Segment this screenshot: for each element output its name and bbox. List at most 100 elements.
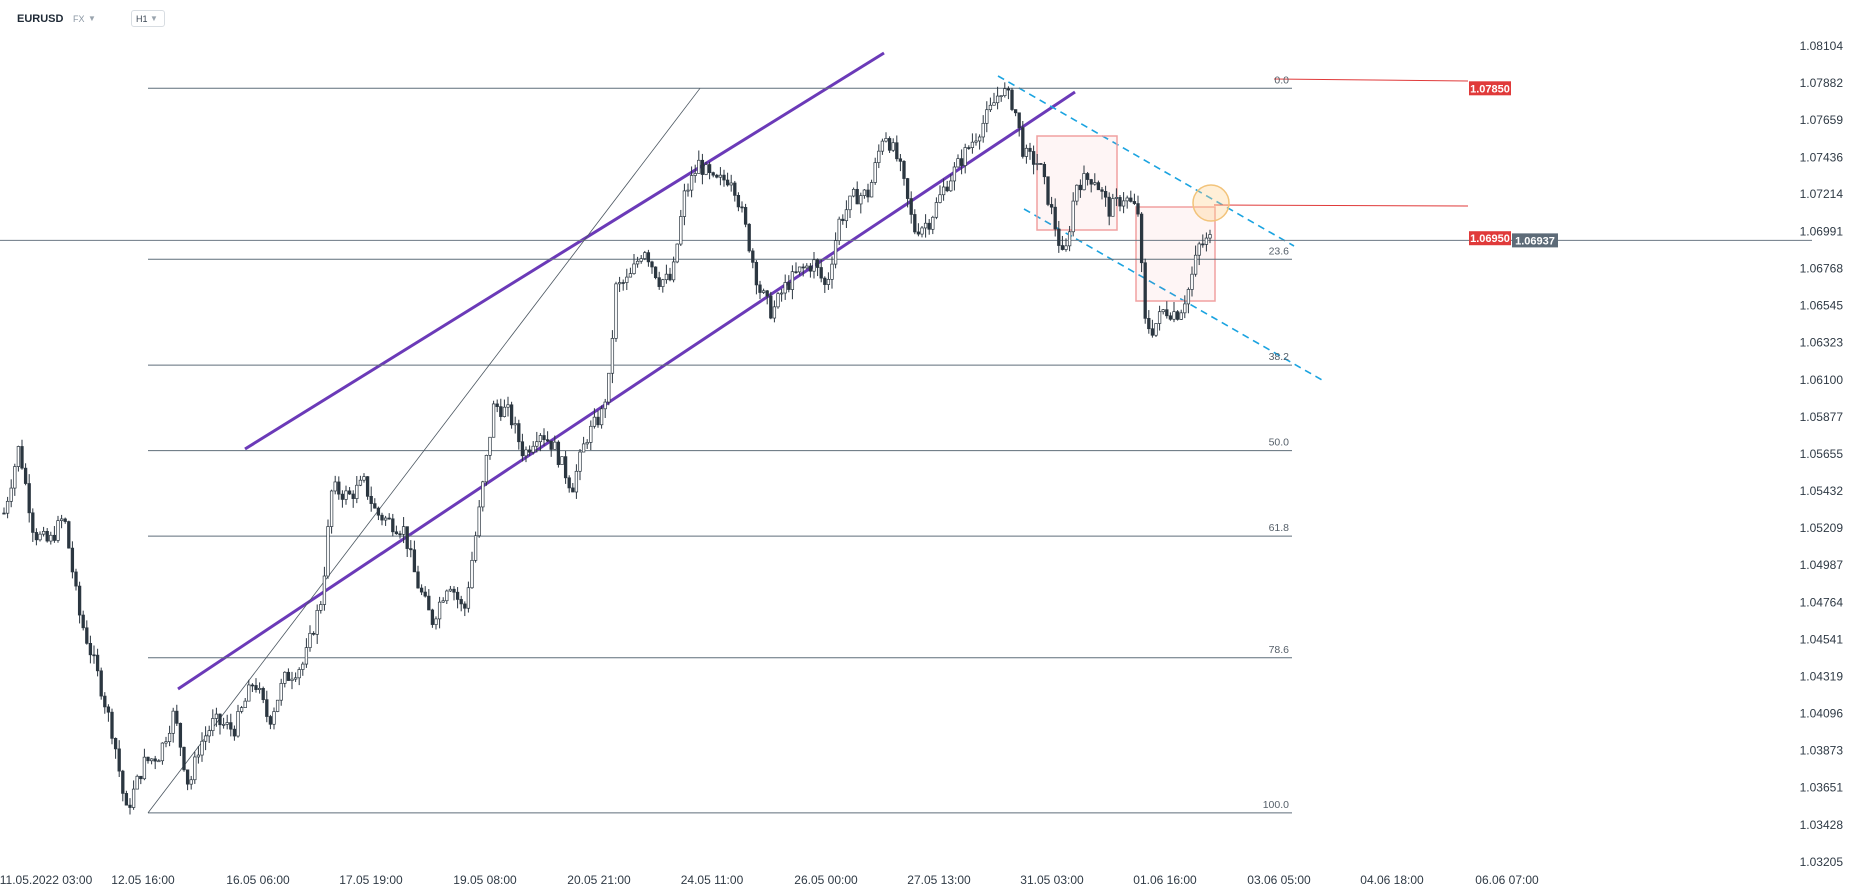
candle-body [949, 180, 953, 192]
consolidation-box-1 [1036, 135, 1118, 231]
candle-body [653, 266, 658, 279]
candle-body [995, 95, 1000, 104]
candle-body [697, 159, 701, 174]
candle-body [254, 685, 258, 690]
candle-body [488, 436, 492, 456]
candle-body [801, 266, 805, 269]
candle-body [711, 172, 715, 176]
candle-body [481, 481, 485, 508]
candle-body [200, 740, 204, 756]
candle-body [319, 604, 323, 611]
candle-body [1010, 89, 1014, 110]
candle-body [545, 439, 550, 442]
candle-body [1053, 206, 1057, 230]
candle-body [1183, 303, 1187, 314]
candle-body [513, 423, 517, 426]
candle-body [783, 282, 787, 294]
candle-body [211, 718, 215, 732]
candle-body [1172, 311, 1176, 320]
candle-body [812, 259, 816, 272]
symbol-dropdown-icon[interactable]: ▼ [88, 14, 96, 23]
upper-descending-channel-line [997, 75, 1295, 247]
x-tick-label: 17.05 19:00 [339, 873, 403, 887]
candle-body [1039, 163, 1043, 165]
candle-body [160, 742, 165, 762]
candle-body [16, 446, 21, 467]
candle-body [77, 585, 82, 616]
candle-body [1060, 245, 1065, 250]
candle-body [401, 526, 406, 535]
candle-body [297, 669, 301, 679]
candle-body [1031, 151, 1036, 165]
candle-body [776, 293, 780, 308]
candle-body [430, 609, 435, 625]
candle-body [189, 779, 193, 785]
timeframe-select[interactable] [131, 10, 165, 27]
y-tick-label: 1.08104 [1800, 39, 1844, 53]
candle-body [1118, 197, 1122, 207]
candle-body [1071, 200, 1075, 233]
candle-body [808, 265, 813, 272]
candle-body [279, 683, 283, 701]
fib-trend-line [147, 88, 701, 814]
candle-body [149, 758, 154, 762]
candle-body [31, 512, 35, 533]
candle-body [833, 240, 838, 265]
candle-body [581, 443, 586, 453]
candle-body [963, 147, 967, 166]
candle-body [725, 179, 730, 186]
chart-toolbar: EURUSD FX ▼ H1 ▼ [0, 0, 1866, 36]
candle-body [502, 406, 507, 417]
candle-body [761, 290, 766, 293]
candle-body [1064, 245, 1068, 250]
candle-body [49, 534, 53, 542]
candle-body [671, 261, 676, 281]
candle-body [675, 243, 679, 263]
candle-body [992, 102, 996, 106]
candle-body [203, 735, 208, 742]
candle-body [135, 775, 139, 790]
candle-body [1103, 191, 1108, 198]
candle-body [434, 618, 438, 625]
timeframe-dropdown-icon[interactable]: ▼ [150, 14, 158, 23]
y-tick-label: 1.05877 [1800, 410, 1844, 424]
candle-body [715, 174, 719, 178]
candle-body [967, 147, 971, 149]
candle-body [229, 722, 233, 730]
candle-body [265, 699, 269, 717]
candle-body [920, 227, 924, 235]
x-tick-label: 12.05 16:00 [111, 873, 175, 887]
candle-body [1121, 200, 1126, 207]
symbol-label[interactable]: EURUSD [17, 13, 64, 25]
candle-body [88, 643, 93, 656]
candle-body [178, 722, 183, 748]
candle-body [556, 441, 561, 465]
fib-level-label: 61.8 [1269, 522, 1290, 534]
candle-body [499, 406, 503, 417]
candle-body [59, 518, 64, 521]
candle-body [527, 449, 532, 453]
candle-body [185, 769, 190, 785]
candle-body [142, 756, 147, 780]
candle-body [491, 403, 496, 438]
candle-body [779, 292, 784, 295]
candle-body [1006, 88, 1011, 91]
candle-body [470, 559, 474, 589]
candle-body [1197, 243, 1201, 256]
candle-body [1132, 201, 1137, 204]
y-tick-label: 1.04541 [1800, 632, 1844, 646]
candle-body [70, 547, 75, 573]
candle-body [844, 209, 849, 222]
candle-body [639, 258, 643, 262]
candle-body [326, 526, 330, 577]
candle-body [747, 223, 751, 252]
candle-body [682, 190, 687, 217]
candle-body [1013, 109, 1018, 114]
candle-body [34, 532, 39, 541]
candle-body [517, 423, 521, 443]
candle-body [23, 467, 28, 484]
candle-body [1042, 164, 1047, 178]
y-tick-label: 1.04319 [1800, 669, 1844, 683]
candle-body [1204, 237, 1209, 245]
